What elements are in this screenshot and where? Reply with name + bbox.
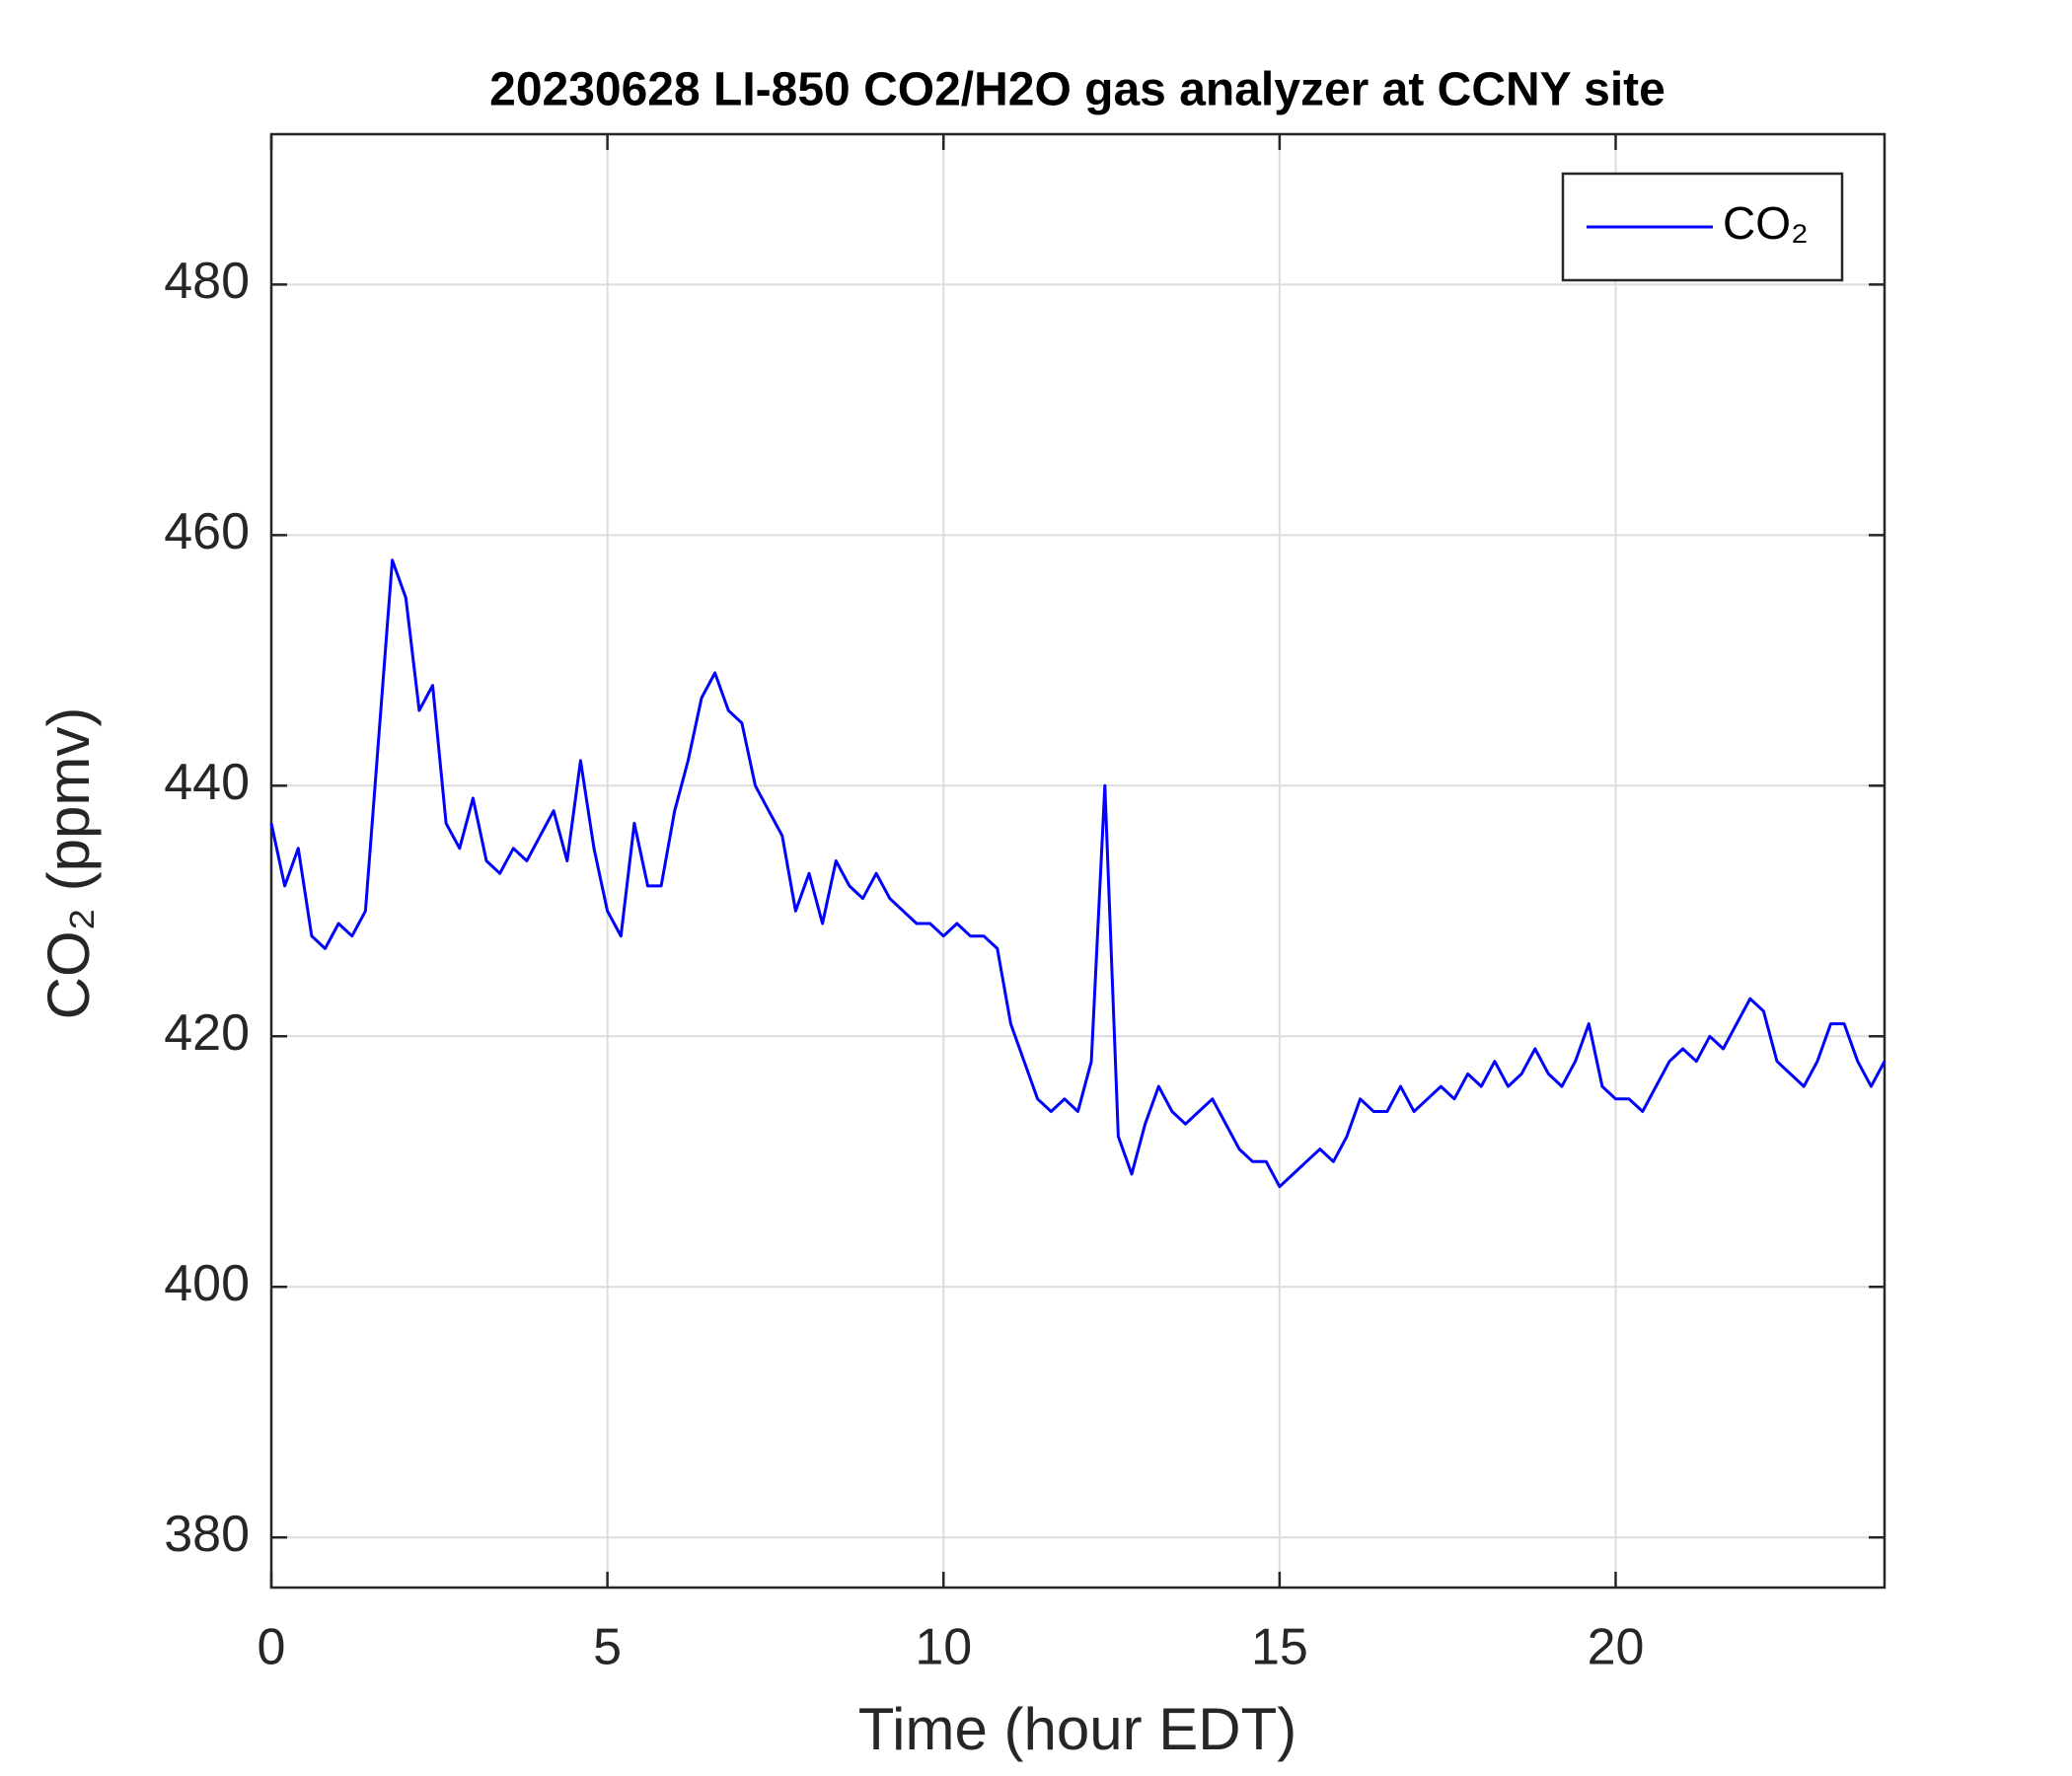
x-tick-label: 10 <box>915 1619 972 1676</box>
x-tick-label: 5 <box>593 1619 622 1676</box>
y-axis-label: CO₂ (ppmv) <box>36 707 102 1020</box>
x-tick-label: 0 <box>258 1619 286 1676</box>
chart-title: 20230628 LI-850 CO2/H2O gas analyzer at … <box>489 64 1665 116</box>
y-tick-label: 400 <box>164 1255 250 1312</box>
legend-label: CO₂ <box>1723 197 1809 249</box>
y-tick-label: 380 <box>164 1506 250 1563</box>
plot-frame <box>269 132 1887 1590</box>
x-axis-label: Time (hour EDT) <box>858 1696 1297 1762</box>
y-tick-label: 460 <box>164 503 250 560</box>
data-line <box>269 558 1887 1189</box>
y-tick-label: 440 <box>164 754 250 811</box>
x-tick-label: 15 <box>1251 1619 1308 1676</box>
x-tick-label: 20 <box>1588 1619 1645 1676</box>
y-tick-label: 420 <box>164 1004 250 1062</box>
y-tick-label: 480 <box>164 253 250 310</box>
